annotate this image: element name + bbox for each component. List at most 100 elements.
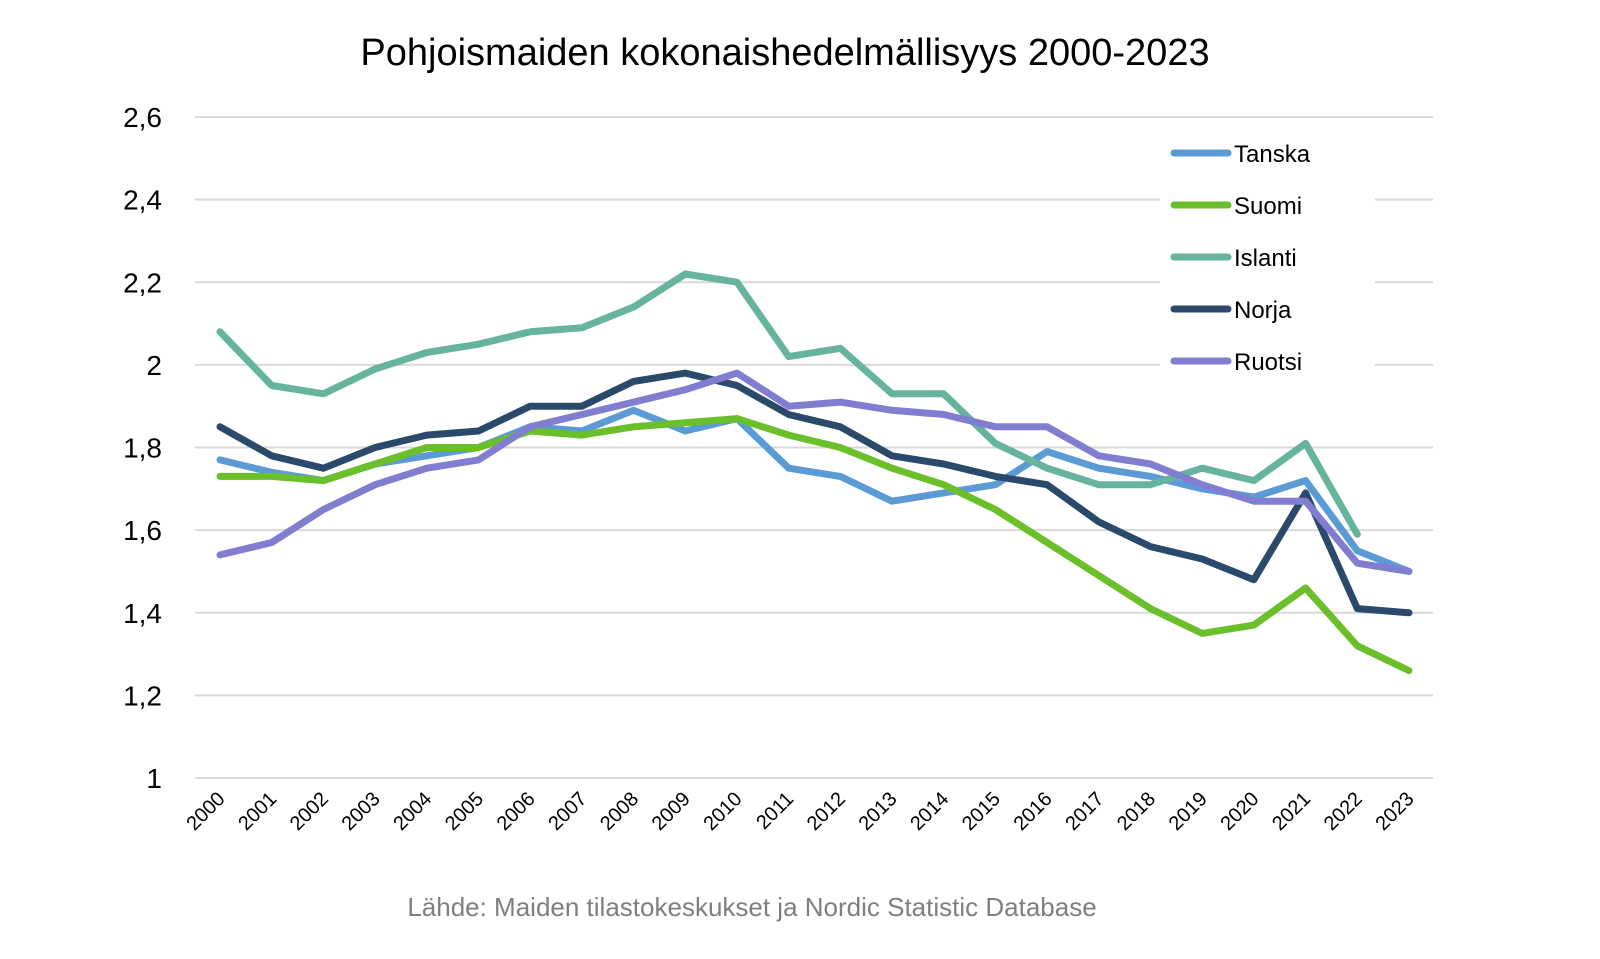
y-tick-label: 1 <box>146 763 162 794</box>
data-point-islanti-2007 <box>578 324 585 331</box>
data-point-suomi-2000 <box>217 473 224 480</box>
data-point-ruotsi-2009 <box>682 386 689 393</box>
x-tick-label: 2009 <box>648 788 695 835</box>
data-point-norja-2010 <box>733 382 740 389</box>
data-point-suomi-2002 <box>320 477 327 484</box>
data-point-ruotsi-2015 <box>992 423 999 430</box>
legend-box <box>1160 128 1375 378</box>
data-point-tanska-2014 <box>940 489 947 496</box>
data-point-ruotsi-2000 <box>217 551 224 558</box>
x-tick-label: 2008 <box>596 788 643 835</box>
data-point-tanska-2012 <box>837 473 844 480</box>
data-point-tanska-2013 <box>889 498 896 505</box>
data-point-norja-2000 <box>217 423 224 430</box>
legend-label-islanti: Islanti <box>1234 245 1297 272</box>
data-point-tanska-2021 <box>1302 477 1309 484</box>
x-tick-label: 2018 <box>1113 788 1160 835</box>
y-tick-label: 2,6 <box>123 102 162 133</box>
data-point-islanti-2022 <box>1354 531 1361 538</box>
x-tick-label: 2005 <box>441 788 488 835</box>
data-point-ruotsi-2016 <box>1044 423 1051 430</box>
x-tick-label: 2003 <box>338 788 385 835</box>
data-point-ruotsi-2023 <box>1406 568 1413 575</box>
x-tick-label: 2010 <box>699 788 746 835</box>
data-point-tanska-2011 <box>785 465 792 472</box>
data-point-suomi-2020 <box>1250 622 1257 629</box>
x-tick-label: 2001 <box>234 788 281 835</box>
data-point-norja-2019 <box>1199 556 1206 563</box>
x-tick-label: 2017 <box>1061 788 1108 835</box>
data-point-tanska-2017 <box>1095 465 1102 472</box>
data-point-ruotsi-2019 <box>1199 481 1206 488</box>
x-tick-label: 2020 <box>1216 788 1263 835</box>
data-point-islanti-2020 <box>1250 477 1257 484</box>
data-point-tanska-2015 <box>992 481 999 488</box>
y-tick-label: 1,4 <box>123 598 162 629</box>
x-tick-label: 2006 <box>493 788 540 835</box>
x-tick-label: 2021 <box>1268 788 1315 835</box>
x-tick-label: 2002 <box>286 788 333 835</box>
x-tick-label: 2023 <box>1372 788 1419 835</box>
data-point-suomi-2007 <box>578 432 585 439</box>
data-point-islanti-2021 <box>1302 440 1309 447</box>
data-point-norja-2005 <box>475 427 482 434</box>
data-point-islanti-2014 <box>940 390 947 397</box>
data-point-islanti-2012 <box>837 345 844 352</box>
x-tick-label: 2014 <box>906 788 953 835</box>
data-point-norja-2018 <box>1147 543 1154 550</box>
data-point-norja-2002 <box>320 465 327 472</box>
data-point-norja-2022 <box>1354 605 1361 612</box>
x-tick-label: 2022 <box>1320 788 1367 835</box>
data-point-islanti-2017 <box>1095 481 1102 488</box>
data-point-ruotsi-2005 <box>475 456 482 463</box>
data-point-suomi-2018 <box>1147 605 1154 612</box>
y-tick-label: 2 <box>146 350 162 381</box>
data-point-tanska-2018 <box>1147 473 1154 480</box>
data-point-islanti-2018 <box>1147 481 1154 488</box>
data-point-islanti-2010 <box>733 279 740 286</box>
data-point-suomi-2021 <box>1302 584 1309 591</box>
legend-label-ruotsi: Ruotsi <box>1234 349 1302 376</box>
data-point-norja-2004 <box>423 432 430 439</box>
data-point-suomi-2012 <box>837 444 844 451</box>
x-tick-label: 2007 <box>544 788 591 835</box>
y-tick-label: 1,8 <box>123 433 162 464</box>
data-point-tanska-2004 <box>423 452 430 459</box>
series-line-ruotsi <box>216 369 1413 575</box>
data-point-ruotsi-2003 <box>372 481 379 488</box>
data-point-ruotsi-2008 <box>630 399 637 406</box>
x-tick-label: 2000 <box>183 788 230 835</box>
data-point-norja-2020 <box>1250 576 1257 583</box>
data-point-norja-2023 <box>1406 609 1413 616</box>
data-point-ruotsi-2014 <box>940 411 947 418</box>
data-point-ruotsi-2006 <box>527 423 534 430</box>
data-point-ruotsi-2012 <box>837 399 844 406</box>
data-point-suomi-2015 <box>992 506 999 513</box>
data-point-suomi-2022 <box>1354 642 1361 649</box>
data-point-norja-2017 <box>1095 518 1102 525</box>
data-point-islanti-2019 <box>1199 465 1206 472</box>
data-point-suomi-2023 <box>1406 667 1413 674</box>
data-point-ruotsi-2002 <box>320 506 327 513</box>
data-point-islanti-2013 <box>889 390 896 397</box>
data-point-suomi-2017 <box>1095 572 1102 579</box>
data-point-suomi-2014 <box>940 481 947 488</box>
data-point-norja-2015 <box>992 473 999 480</box>
data-point-norja-2014 <box>940 461 947 468</box>
data-point-ruotsi-2001 <box>268 539 275 546</box>
y-tick-label: 2,4 <box>123 185 162 216</box>
data-point-suomi-2009 <box>682 419 689 426</box>
data-point-norja-2016 <box>1044 481 1051 488</box>
series-line-norja <box>216 369 1413 617</box>
data-point-suomi-2019 <box>1199 630 1206 637</box>
data-point-islanti-2006 <box>527 328 534 335</box>
series-line-suomi <box>216 415 1413 675</box>
data-point-norja-2013 <box>889 452 896 459</box>
x-tick-label: 2013 <box>855 788 902 835</box>
data-point-ruotsi-2018 <box>1147 461 1154 468</box>
y-tick-label: 1,2 <box>123 680 162 711</box>
data-point-suomi-2004 <box>423 444 430 451</box>
data-point-ruotsi-2021 <box>1302 498 1309 505</box>
